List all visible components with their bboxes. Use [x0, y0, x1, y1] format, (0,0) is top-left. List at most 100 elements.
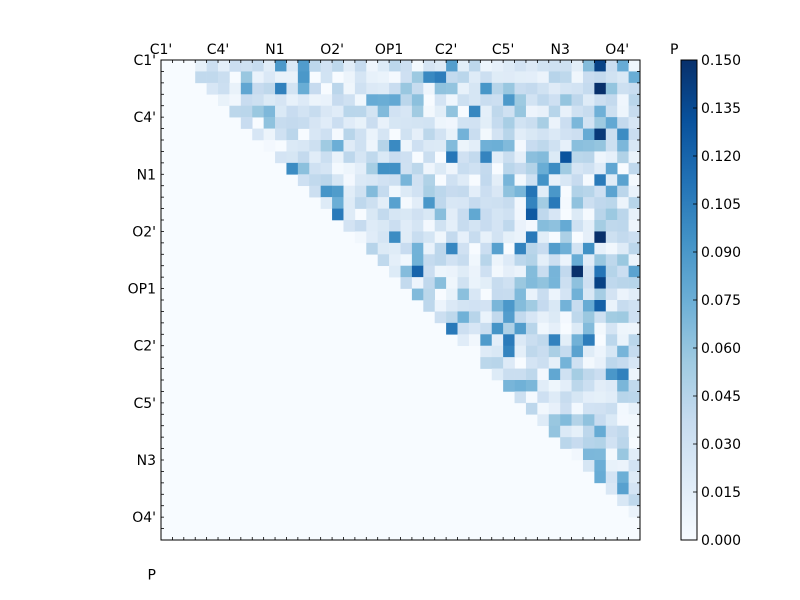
heatmap-cell: [582, 231, 595, 244]
heatmap-cell: [537, 368, 550, 381]
heatmap-cell: [628, 322, 641, 335]
heatmap-cell: [617, 357, 629, 369]
colorbar-tick-label: 0.030: [701, 437, 741, 453]
heatmap-cell: [537, 220, 550, 232]
heatmap-cell: [411, 242, 424, 255]
heatmap-cell: [411, 71, 424, 84]
heatmap-cell: [389, 220, 401, 232]
heatmap-cell: [560, 231, 572, 244]
heatmap-cell: [594, 242, 607, 255]
heatmap-cell: [297, 151, 310, 164]
heatmap-cell: [548, 334, 561, 347]
heatmap-cell: [594, 105, 607, 118]
heatmap-cell: [628, 242, 641, 255]
heatmap-cell: [571, 402, 584, 415]
heatmap-cell: [434, 197, 447, 209]
heatmap-cell: [332, 162, 344, 175]
heatmap-cell: [594, 265, 607, 278]
heatmap-cell: [560, 140, 572, 152]
heatmap-cell: [309, 140, 321, 152]
heatmap-cell: [195, 60, 207, 72]
heatmap-cell: [560, 151, 572, 164]
heatmap-cell: [411, 117, 424, 129]
heatmap-cell: [468, 151, 481, 164]
heatmap-cell: [252, 128, 264, 141]
heatmap-cell: [263, 94, 276, 107]
heatmap-cell: [503, 82, 515, 95]
heatmap-cell: [514, 208, 527, 221]
heatmap-cell: [617, 380, 629, 392]
heatmap-cell: [263, 82, 276, 95]
heatmap-cell: [206, 71, 219, 84]
heatmap-cell: [605, 277, 618, 289]
heatmap-cell: [571, 208, 584, 221]
heatmap-cell: [503, 105, 515, 118]
heatmap-cell: [525, 174, 538, 187]
heatmap-cell: [480, 140, 493, 152]
heatmap-cell: [400, 82, 413, 95]
heatmap-cell: [514, 391, 527, 404]
heatmap-cell: [320, 151, 333, 164]
heatmap-cell: [571, 437, 584, 449]
heatmap-cell: [537, 185, 550, 198]
heatmap-cell: [354, 220, 367, 232]
heatmap-cell: [377, 128, 390, 141]
y-tick-label: OP1: [128, 282, 156, 298]
heatmap-cell: [525, 254, 538, 267]
heatmap-cell: [446, 311, 458, 324]
heatmap-cell: [571, 82, 584, 95]
heatmap-cell: [309, 94, 321, 107]
heatmap-cell: [434, 185, 447, 198]
heatmap-cell: [366, 60, 378, 72]
heatmap-cell: [582, 425, 595, 438]
heatmap-cell: [343, 128, 356, 141]
heatmap-cell: [548, 60, 561, 72]
heatmap-cell: [297, 105, 310, 118]
heatmap-cell: [446, 242, 458, 255]
heatmap-cell: [491, 185, 504, 198]
heatmap-cell: [503, 60, 515, 72]
heatmap-cell: [309, 185, 321, 198]
heatmap-cell: [605, 105, 618, 118]
heatmap-cell: [297, 162, 310, 175]
heatmap-cell: [605, 391, 618, 404]
heatmap-cell: [560, 105, 572, 118]
heatmap-cell: [605, 460, 618, 472]
heatmap-cell: [571, 242, 584, 255]
heatmap-cell: [525, 322, 538, 335]
heatmap-cell: [617, 277, 629, 289]
heatmap-cell: [537, 288, 550, 301]
heatmap-cell: [343, 82, 356, 95]
heatmap-cell: [240, 117, 253, 129]
heatmap-cell: [366, 208, 378, 221]
heatmap-cell: [366, 71, 378, 84]
heatmap-cell: [514, 82, 527, 95]
heatmap-cell: [537, 414, 550, 427]
heatmap-cell: [548, 162, 561, 175]
heatmap-cell: [343, 162, 356, 175]
heatmap-cell: [400, 185, 413, 198]
heatmap-cell: [286, 71, 299, 84]
heatmap-cell: [537, 334, 550, 347]
heatmap-cell: [571, 265, 584, 278]
y-tick-label: N1: [137, 167, 156, 183]
heatmap-cell: [275, 105, 287, 118]
heatmap-cell: [628, 60, 641, 72]
heatmap-cell: [332, 197, 344, 209]
heatmap-cell: [400, 220, 413, 232]
heatmap-cell: [594, 345, 607, 358]
heatmap-cell: [537, 197, 550, 209]
heatmap-cell: [594, 425, 607, 438]
heatmap-cell: [389, 60, 401, 72]
heatmap-cell: [582, 322, 595, 335]
heatmap-cell: [628, 162, 641, 175]
heatmap-cell: [525, 368, 538, 381]
heatmap-cell: [503, 334, 515, 347]
heatmap-cell: [411, 231, 424, 244]
heatmap-cell: [628, 300, 641, 312]
heatmap-cell: [582, 254, 595, 267]
x-tick-label: N1: [265, 42, 284, 58]
heatmap-cell: [457, 242, 470, 255]
heatmap-cell: [548, 174, 561, 187]
heatmap-cell: [514, 105, 527, 118]
